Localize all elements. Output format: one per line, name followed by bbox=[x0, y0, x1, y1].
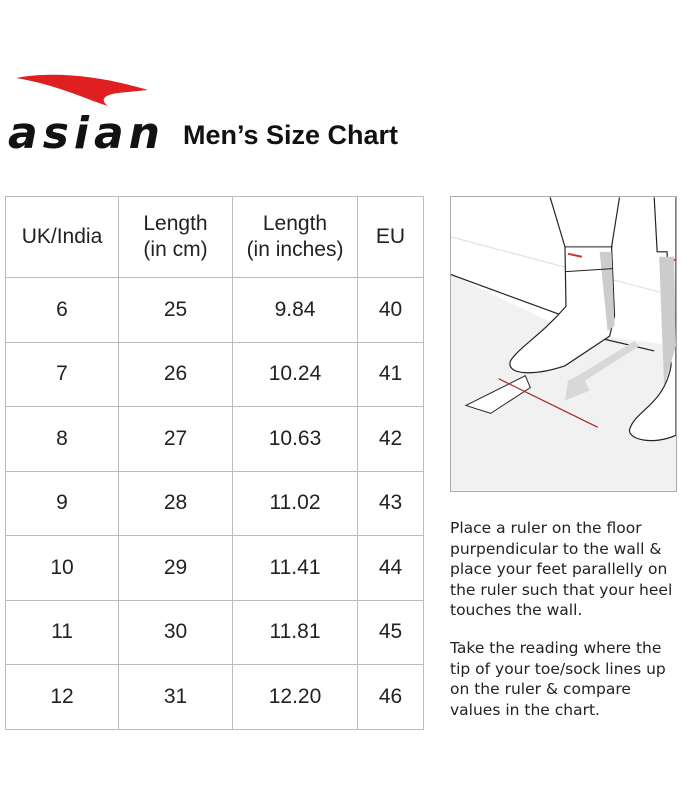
size-table: UK/India Length (in cm) Length (in inches)… bbox=[5, 196, 424, 730]
eu-cell: 45 bbox=[357, 599, 424, 665]
instruction-step-1: Place a ruler on the floor purpendicular… bbox=[450, 519, 673, 619]
foot-measurement-illustration bbox=[450, 196, 677, 492]
uk-india-cell: 10 bbox=[5, 535, 119, 601]
length-cm-cell: 25 bbox=[118, 277, 233, 343]
instruction-step-2: Take the reading where the tip of your t… bbox=[450, 639, 666, 719]
table-row: 11 30 11.81 45 bbox=[5, 599, 424, 665]
uk-india-cell: 12 bbox=[5, 664, 119, 730]
length-cm-cell: 27 bbox=[118, 406, 233, 472]
asian-logo: asian bbox=[8, 74, 160, 155]
eu-cell: 42 bbox=[357, 406, 424, 472]
header-eu: EU bbox=[357, 196, 424, 278]
length-inches-cell: 10.63 bbox=[232, 406, 358, 472]
uk-india-cell: 7 bbox=[5, 341, 119, 407]
eu-cell: 46 bbox=[357, 664, 424, 730]
length-cm-cell: 26 bbox=[118, 341, 233, 407]
header-uk-india: UK/India bbox=[5, 196, 119, 278]
eu-cell: 40 bbox=[357, 277, 424, 343]
eu-cell: 43 bbox=[357, 470, 424, 536]
table-row: 6 25 9.84 40 bbox=[5, 277, 424, 343]
header-length-inches: Length (in inches) bbox=[232, 196, 358, 278]
length-inches-cell: 11.02 bbox=[232, 470, 358, 536]
uk-india-cell: 8 bbox=[5, 406, 119, 472]
table-row: 10 29 11.41 44 bbox=[5, 535, 424, 601]
length-inches-cell: 10.24 bbox=[232, 341, 358, 407]
table-row: 12 31 12.20 46 bbox=[5, 664, 424, 730]
uk-india-cell: 6 bbox=[5, 277, 119, 343]
uk-india-cell: 11 bbox=[5, 599, 119, 665]
page-title: Men’s Size Chart bbox=[183, 120, 399, 150]
table-row: 8 27 10.63 42 bbox=[5, 406, 424, 472]
length-cm-cell: 31 bbox=[118, 664, 233, 730]
length-inches-cell: 12.20 bbox=[232, 664, 358, 730]
svg-text:asian: asian bbox=[8, 108, 160, 155]
length-inches-cell: 11.81 bbox=[232, 599, 358, 665]
header-length-cm: Length (in cm) bbox=[118, 196, 233, 278]
uk-india-cell: 9 bbox=[5, 470, 119, 536]
table-row: 7 26 10.24 41 bbox=[5, 341, 424, 407]
length-cm-cell: 28 bbox=[118, 470, 233, 536]
length-inches-cell: 11.41 bbox=[232, 535, 358, 601]
eu-cell: 41 bbox=[357, 341, 424, 407]
table-row: 9 28 11.02 43 bbox=[5, 470, 424, 536]
eu-cell: 44 bbox=[357, 535, 424, 601]
length-inches-cell: 9.84 bbox=[232, 277, 358, 343]
length-cm-cell: 29 bbox=[118, 535, 233, 601]
length-cm-cell: 30 bbox=[118, 599, 233, 665]
table-header-row: UK/India Length (in cm) Length (in inches)… bbox=[5, 196, 424, 278]
